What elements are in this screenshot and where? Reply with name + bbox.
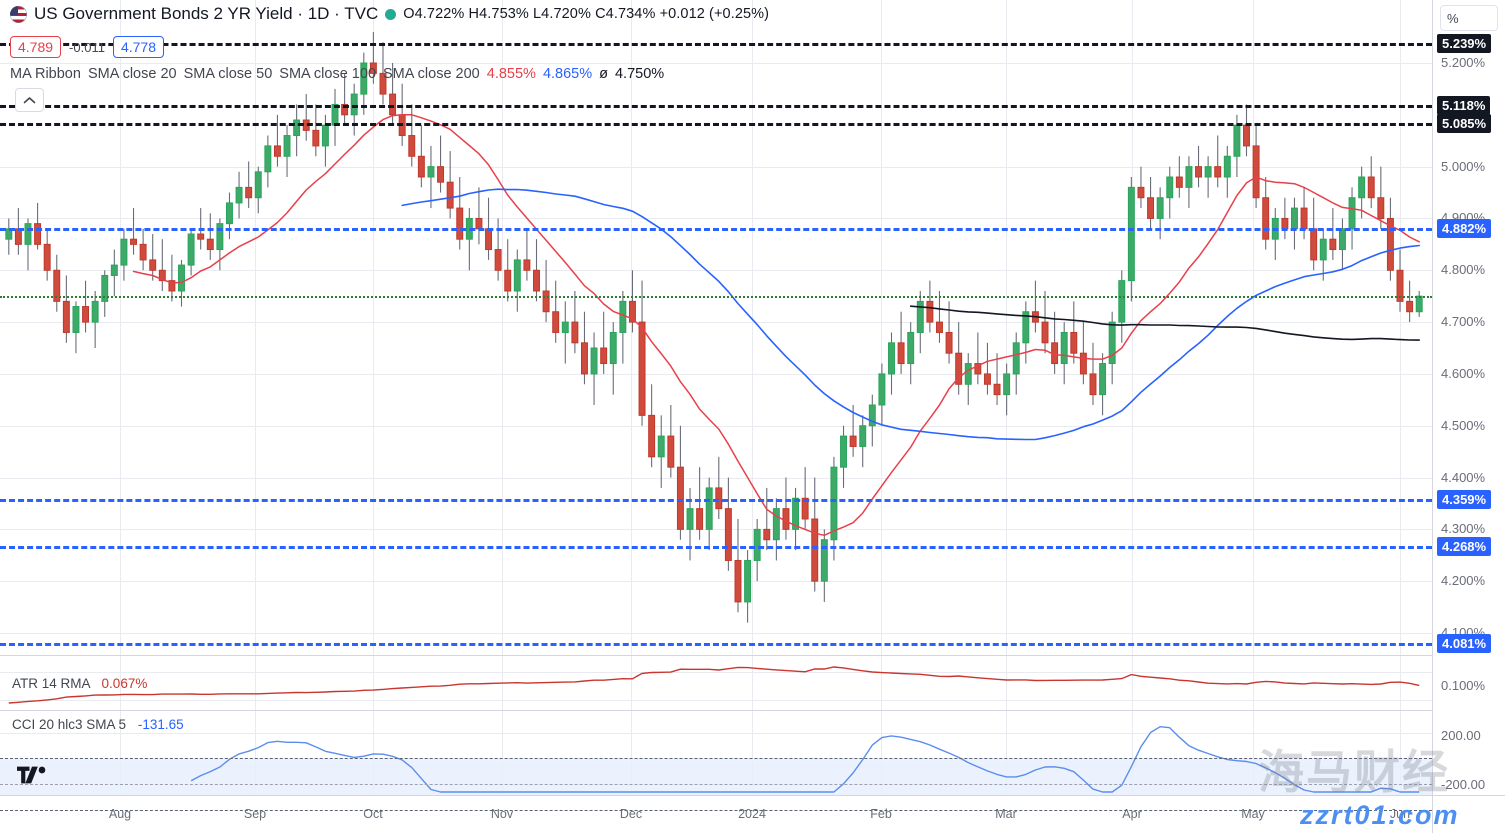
price-axis-tag[interactable]: 4.268%: [1437, 537, 1492, 556]
gridline-vertical: [120, 0, 121, 795]
bid-price-button[interactable]: 4.789: [10, 36, 62, 58]
gridline-horizontal: [0, 581, 1432, 582]
pane-separator[interactable]: [0, 795, 1432, 796]
gridline-horizontal: [0, 270, 1432, 271]
gridline-horizontal: [0, 426, 1432, 427]
gridline-vertical: [1400, 0, 1401, 795]
gridline-vertical: [1253, 0, 1254, 795]
gridline-horizontal: [0, 478, 1432, 479]
ma-ribbon-legend[interactable]: MA Ribbon SMA close 20 SMA close 50 SMA …: [10, 66, 671, 82]
price-quote-row: 4.789 -0.011 4.778: [10, 36, 164, 58]
gridline-vertical: [752, 0, 753, 795]
cci-label: CCI 20 hlc3 SMA 5: [12, 717, 127, 732]
price-level-line[interactable]: [0, 499, 1432, 502]
cci-lower-band-line: [0, 810, 1432, 811]
price-axis-tag[interactable]: 4.882%: [1437, 219, 1492, 238]
chevron-up-icon[interactable]: [15, 88, 44, 112]
us-flag-icon: [10, 5, 27, 23]
price-axis-tick: 4.600%: [1441, 366, 1486, 381]
gridline-vertical: [255, 0, 256, 795]
ma-200-label: SMA close 200: [383, 66, 480, 82]
ask-price-button[interactable]: 4.778: [112, 36, 164, 58]
atr-pane[interactable]: [0, 655, 1432, 710]
gridline-horizontal: [0, 733, 1432, 734]
ma-value-blue: 4.865%: [542, 66, 593, 82]
indicator-axis-tick: -200.00: [1441, 777, 1486, 792]
gridline-horizontal: [0, 322, 1432, 323]
ma-ribbon-name: MA Ribbon: [10, 66, 81, 82]
pane-separator[interactable]: [0, 655, 1432, 656]
price-axis-tick: 4.700%: [1441, 314, 1486, 329]
gridline-horizontal: [0, 700, 1432, 701]
price-axis-tag[interactable]: 5.085%: [1437, 114, 1492, 133]
gridline-horizontal: [0, 167, 1432, 168]
price-level-line[interactable]: [0, 43, 1432, 46]
price-level-line[interactable]: [0, 546, 1432, 549]
price-pane[interactable]: [0, 0, 1432, 655]
cci-value: -131.65: [137, 717, 184, 732]
ma-value-average: 4.750%: [614, 66, 665, 82]
price-axis-tick: 5.200%: [1441, 55, 1486, 70]
price-axis-tick: 4.500%: [1441, 418, 1486, 433]
price-level-line[interactable]: [0, 123, 1432, 126]
gridline-horizontal: [0, 529, 1432, 530]
atr-label: ATR 14 RMA: [12, 676, 90, 691]
gridline-vertical: [373, 0, 374, 795]
ma-100-label: SMA close 100: [279, 66, 377, 82]
gridline-vertical: [1132, 0, 1133, 795]
percent-scale-button[interactable]: %: [1440, 5, 1498, 31]
gridline-horizontal: [0, 633, 1432, 634]
price-scale[interactable]: 5.200% 5.000% 4.900% 4.800% 4.700% 4.600% 4.50…: [1432, 0, 1505, 795]
url-watermark: zzrt01.com: [1300, 800, 1460, 830]
gridline-horizontal: [0, 672, 1432, 673]
indicator-axis-tick: 200.00: [1441, 728, 1481, 743]
indicator-axis-tick: 0.100%: [1441, 678, 1486, 693]
price-axis-tick: 4.300%: [1441, 521, 1486, 536]
pane-separator[interactable]: [0, 710, 1432, 711]
price-axis-tick: 4.400%: [1441, 470, 1486, 485]
price-level-line[interactable]: [0, 643, 1432, 646]
ohlc-values: O4.722% H4.753% L4.720% C4.734% +0.012 (…: [403, 6, 770, 22]
price-level-line[interactable]: [0, 105, 1432, 108]
cci-indicator-legend[interactable]: CCI 20 hlc3 SMA 5 -131.65: [12, 717, 184, 732]
ma-value-red: 4.855%: [486, 66, 536, 82]
gridline-vertical: [881, 0, 882, 795]
price-axis-tag[interactable]: 4.359%: [1437, 490, 1492, 509]
atr-indicator-legend[interactable]: ATR 14 RMA 0.067%: [12, 676, 147, 691]
ma-average-symbol: ø: [599, 66, 608, 82]
chart-legend-header: US Government Bonds 2 YR Yield · 1D · TV…: [10, 4, 769, 24]
gridline-vertical: [631, 0, 632, 795]
price-delta: -0.011: [69, 39, 105, 55]
market-status-dot: [385, 8, 397, 20]
price-axis-tick: 4.800%: [1441, 262, 1486, 277]
symbol-title[interactable]: US Government Bonds 2 YR Yield · 1D · TV…: [34, 4, 379, 23]
cci-zero-line: [0, 784, 1432, 785]
gridline-vertical: [1006, 0, 1007, 795]
gridline-horizontal: [0, 218, 1432, 219]
gridline-horizontal: [0, 374, 1432, 375]
price-level-line[interactable]: [0, 296, 1432, 298]
price-axis-tag[interactable]: 4.081%: [1437, 634, 1492, 653]
gridline-vertical: [502, 0, 503, 795]
price-axis-tag[interactable]: 5.118%: [1437, 96, 1491, 115]
time-scale-divider: [1432, 795, 1433, 833]
ma-50-label: SMA close 50: [183, 66, 273, 82]
gridline-horizontal: [0, 63, 1432, 64]
cci-upper-band-line: [0, 758, 1432, 759]
tradingview-logo[interactable]: [17, 765, 47, 785]
price-axis-tick: 5.000%: [1441, 159, 1486, 174]
ma-20-label: SMA close 20: [87, 66, 177, 82]
price-axis-tick: 4.200%: [1441, 573, 1486, 588]
price-axis-tag[interactable]: 5.239%: [1437, 34, 1492, 53]
price-level-line[interactable]: [0, 228, 1432, 231]
atr-value: 0.067%: [101, 676, 148, 691]
chinese-watermark: 海马财经: [1258, 745, 1450, 799]
